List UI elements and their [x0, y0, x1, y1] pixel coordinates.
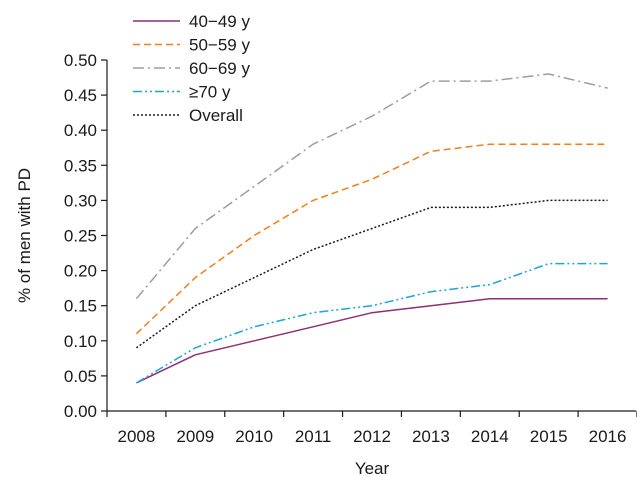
x-tick-label: 2011: [295, 427, 332, 446]
legend-label-3: ≥70 y: [189, 83, 231, 102]
y-axis-title: % of men with PD: [15, 168, 34, 303]
y-tick-label: 0.00: [64, 402, 97, 421]
x-tick-label: 2014: [471, 427, 509, 446]
y-tick-label: 0.40: [64, 121, 97, 140]
y-tick-label: 0.25: [64, 227, 97, 246]
axes: 0.00 0.05 0.10 0.15 0.20 0.25 0.30 0.35 0.40 0.45…: [64, 51, 637, 446]
y-tick-label: 0.05: [64, 367, 97, 386]
x-tick-label: 2013: [412, 427, 450, 446]
y-tick-label: 0.30: [64, 191, 97, 210]
x-tick-label: 2010: [235, 427, 273, 446]
y-tick-label: 0.15: [64, 297, 97, 316]
legend-label-2: 60−69 y: [189, 59, 250, 78]
x-tick-label: 2008: [118, 427, 156, 446]
y-tick-label: 0.50: [64, 51, 97, 70]
series-line-0: [136, 297, 608, 384]
legend-label-1: 50−59 y: [189, 36, 250, 55]
x-axis-title: Year: [355, 459, 390, 477]
x-tick-label: 2012: [353, 427, 391, 446]
x-tick-label: 2009: [176, 427, 214, 446]
series-line-3: [136, 262, 608, 384]
y-tick-label: 0.20: [64, 262, 97, 281]
y-tick-label: 0.10: [64, 332, 97, 351]
legend-label-4: Overall: [189, 106, 243, 125]
x-tick-label: 2015: [530, 427, 568, 446]
series-line-4: [135, 199, 608, 349]
y-tick-label: 0.45: [64, 86, 97, 105]
x-tick-label: 2016: [589, 427, 627, 446]
series-line-2: [135, 73, 608, 300]
legend: 40−49 y 50−59 y 60−69 y ≥70 y Overall: [133, 12, 250, 125]
series-layer: [135, 73, 608, 384]
y-tick-label: 0.35: [64, 156, 97, 175]
series-line-1: [135, 143, 608, 335]
legend-label-0: 40−49 y: [189, 12, 250, 31]
